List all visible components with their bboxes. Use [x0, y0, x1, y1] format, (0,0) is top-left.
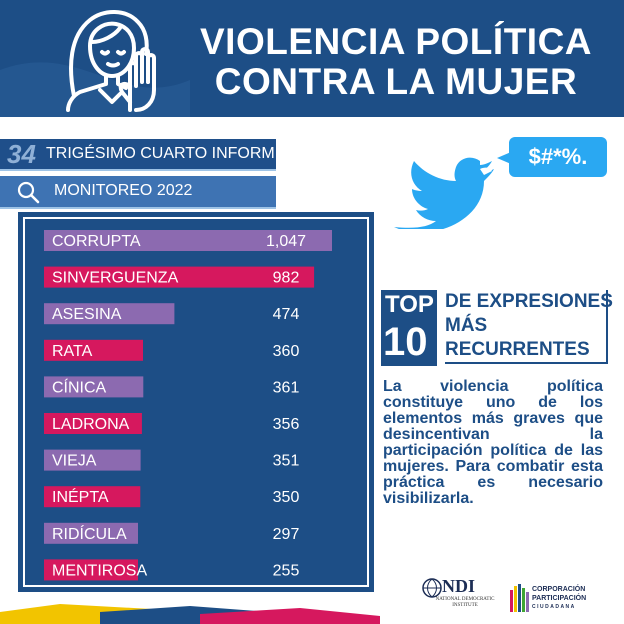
bar-value-label-7: 351	[273, 453, 300, 470]
top10-subtitle: DE EXPRESIONES MÁS RECURRENTES	[445, 290, 613, 364]
top10-line-1: DE EXPRESIONES	[445, 291, 613, 312]
monitor-label: MONITOREO 2022	[54, 182, 193, 199]
bar-value-label-3: 474	[273, 306, 300, 323]
bar-value-label-10: 255	[273, 562, 300, 579]
ndi-logo-name: NDI	[442, 576, 476, 596]
woman-stop-hand-icon	[66, 10, 156, 112]
bar-5	[44, 376, 144, 398]
top10-line-3: RECURRENTES	[445, 339, 590, 360]
report-number: 34	[7, 139, 36, 169]
page-title: VIOLENCIA POLÍTICA CONTRA LA MUJER	[176, 22, 616, 102]
footer-stripes	[0, 604, 380, 624]
bar-9	[44, 522, 138, 544]
top10-badge: TOP 10	[381, 290, 437, 366]
bar-6	[44, 413, 142, 434]
bar-value-label-8: 350	[273, 489, 300, 506]
bar-category-label-1: CORRUPTA	[52, 233, 141, 250]
bar-value-label-9: 297	[273, 526, 300, 543]
bar-8	[44, 486, 141, 508]
report-banner: 34 TRIGÉSIMO CUARTO INFORME	[0, 139, 285, 171]
bar-value-label-5: 361	[273, 379, 300, 396]
bar-category-label-5: CÍNICA	[52, 377, 107, 396]
bar-category-label-7: VIEJA	[52, 453, 97, 470]
bar-chart: CORRUPTA 1,047 SINVERGUENZA 982 ASESINA 474 RA…	[23, 217, 369, 587]
cpc-logo-line-1: CORPORACIÓN	[532, 586, 586, 593]
description-text: La violencia política constituye uno de …	[383, 378, 603, 507]
ndi-logo-subtitle: NATIONAL DEMOCRATIC INSTITUTE	[435, 597, 495, 608]
chart-frame	[23, 217, 369, 587]
cpc-logo-icon	[510, 584, 529, 612]
header-banner: VIOLENCIA POLÍTICA CONTRA LA MUJER	[0, 0, 624, 117]
ndi-globe-icon	[422, 578, 442, 598]
speech-bubble-tail	[497, 152, 511, 164]
bar-category-label-3: ASESINA	[52, 306, 122, 323]
bar-10	[44, 559, 138, 581]
bar-category-label-2: SINVERGUENZA	[52, 270, 179, 287]
bar-value-label-2: 982	[273, 270, 300, 287]
report-label: TRIGÉSIMO CUARTO INFORME	[46, 145, 286, 162]
bar-category-label-8: INÉPTA	[52, 487, 109, 506]
cpc-logo-line-2: PARTICIPACIÓN	[532, 595, 587, 602]
bar-1	[44, 230, 332, 251]
bar-category-label-10: MENTIROSA	[52, 562, 147, 579]
bar-value-label-4: 360	[273, 343, 300, 360]
bar-7	[44, 449, 141, 471]
bar-value-label-6: 356	[273, 416, 300, 433]
title-line-2: CONTRA LA MUJER	[214, 61, 578, 102]
top10-line-2: MÁS	[445, 315, 488, 336]
top10-heading: TOP 10 DE EXPRESIONES MÁS RECURRENTES	[381, 290, 613, 370]
bar-category-label-6: LADRONA	[52, 416, 130, 433]
bar-category-label-4: RATA	[52, 343, 93, 360]
title-line-1: VIOLENCIA POLÍTICA	[199, 21, 593, 62]
search-icon	[17, 181, 40, 204]
monitor-banner: MONITOREO 2022	[0, 176, 276, 209]
bar-value-label-1: 1,047	[266, 233, 306, 250]
bar-category-label-9: RIDÍCULA	[52, 524, 127, 543]
top-word: TOP	[385, 291, 434, 318]
chart-panel: CORRUPTA 1,047 SINVERGUENZA 982 ASESINA 474 RA…	[18, 212, 374, 592]
ten-word: 10	[383, 320, 428, 364]
bar-3	[44, 303, 175, 325]
header-wave-decoration	[0, 62, 190, 117]
bar-4	[44, 339, 143, 361]
twitter-bird-icon	[394, 157, 494, 229]
bar-2	[44, 266, 315, 288]
speech-bubble: $#*%.	[509, 137, 607, 177]
cpc-logo-line-3: CIUDADANA	[532, 604, 576, 610]
